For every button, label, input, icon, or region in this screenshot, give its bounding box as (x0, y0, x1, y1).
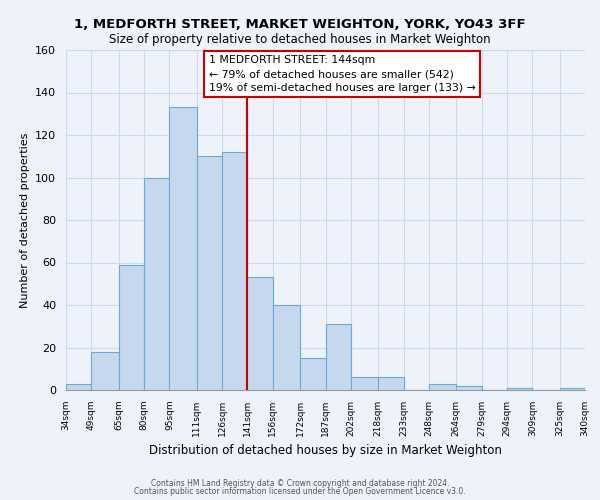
Bar (91, 352, 119, 390)
Bar (66, 384, 91, 390)
Bar (247, 278, 273, 390)
Bar (144, 178, 169, 390)
Bar (560, 388, 585, 390)
Bar (222, 152, 247, 390)
Bar (197, 156, 222, 390)
Bar (169, 108, 197, 390)
Bar (378, 377, 404, 390)
Text: Contains public sector information licensed under the Open Government Licence v3: Contains public sector information licen… (134, 487, 466, 496)
Text: 1, MEDFORTH STREET, MARKET WEIGHTON, YORK, YO43 3FF: 1, MEDFORTH STREET, MARKET WEIGHTON, YOR… (74, 18, 526, 30)
X-axis label: Distribution of detached houses by size in Market Weighton: Distribution of detached houses by size … (149, 444, 502, 458)
Y-axis label: Number of detached properties: Number of detached properties (20, 132, 29, 308)
Bar (325, 324, 351, 390)
Text: 1 MEDFORTH STREET: 144sqm
← 79% of detached houses are smaller (542)
19% of semi: 1 MEDFORTH STREET: 144sqm ← 79% of detac… (209, 55, 475, 93)
Text: Size of property relative to detached houses in Market Weighton: Size of property relative to detached ho… (109, 32, 491, 46)
Bar (351, 377, 378, 390)
Bar (456, 386, 482, 390)
Bar (300, 358, 325, 390)
Bar (507, 388, 532, 390)
Bar (273, 305, 300, 390)
Text: Contains HM Land Registry data © Crown copyright and database right 2024.: Contains HM Land Registry data © Crown c… (151, 478, 449, 488)
Bar (119, 264, 144, 390)
Bar (429, 384, 456, 390)
